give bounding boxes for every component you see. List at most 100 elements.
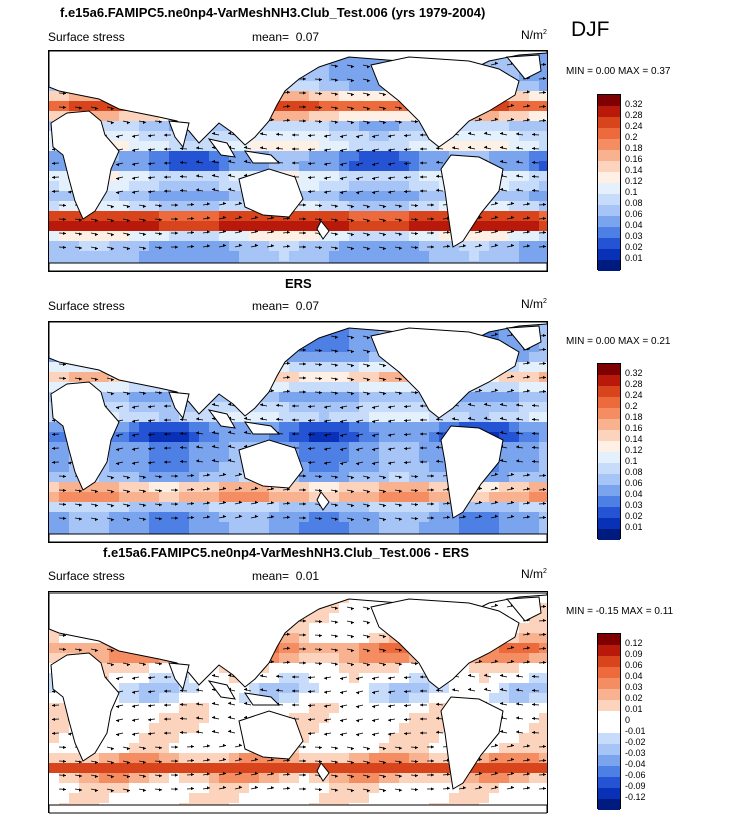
field-cell: [439, 462, 450, 473]
stress-vector-head: [335, 335, 338, 339]
stress-vector-head: [116, 135, 119, 139]
field-cell: [109, 402, 120, 413]
stress-vector-head: [383, 476, 386, 480]
field-cell: [359, 211, 370, 222]
stress-vector-head: [383, 121, 386, 125]
field-cell: [69, 482, 80, 493]
field-cell: [499, 201, 510, 212]
field-cell: [89, 753, 100, 764]
field-cell: [409, 693, 420, 704]
field-cell: [239, 171, 250, 182]
field-cell: [499, 61, 510, 72]
field-cell: [399, 452, 410, 463]
field-cell: [339, 111, 350, 122]
field-cell: [409, 703, 420, 714]
stress-vector-head: [196, 431, 199, 435]
stress-vector-head: [148, 176, 151, 180]
field-cell: [489, 382, 500, 393]
field-cell: [269, 773, 280, 784]
field-cell: [309, 141, 320, 152]
stress-vector-head: [463, 515, 466, 519]
field-cell: [439, 773, 450, 784]
field-cell: [359, 131, 370, 142]
stress-vector-head: [388, 148, 391, 152]
field-cell: [509, 171, 520, 182]
field-cell: [349, 71, 360, 82]
field-cell: [219, 251, 230, 262]
field-cell: [319, 191, 330, 202]
field-cell: [359, 362, 370, 373]
field-cell: [529, 633, 540, 644]
field-cell: [189, 512, 200, 523]
field-cell: [409, 713, 420, 724]
field-cell: [499, 332, 510, 343]
field-cell: [359, 482, 370, 493]
field-cell: [159, 472, 170, 483]
field-cell: [149, 713, 160, 724]
field-cell: [319, 161, 330, 172]
field-cell: [359, 111, 370, 122]
field-cell: [179, 452, 190, 463]
field-cell: [489, 472, 500, 483]
field-cell: [519, 723, 530, 734]
field-cell: [269, 502, 280, 513]
field-cell: [429, 432, 440, 443]
field-cell: [539, 462, 547, 473]
field-cell: [499, 452, 510, 463]
field-cell: [319, 61, 330, 72]
stress-vector-head: [532, 403, 535, 408]
field-cell: [329, 402, 340, 413]
stress-vector-head: [527, 118, 530, 122]
field-cell: [159, 251, 170, 262]
field-cell: [509, 131, 520, 142]
field-cell: [289, 683, 300, 694]
field-cell: [289, 663, 300, 674]
field-cell: [109, 452, 120, 463]
field-cell: [129, 442, 140, 453]
field-cell: [239, 251, 250, 262]
field-cell: [79, 783, 90, 794]
field-cell: [159, 773, 170, 784]
stress-vector-head: [180, 174, 183, 179]
colorbar-tick-label: 0.03: [625, 500, 643, 510]
panel-2-units: N/m2: [521, 297, 547, 311]
field-cell: [99, 382, 110, 393]
field-cell: [439, 231, 450, 242]
stress-vector-head: [532, 188, 535, 193]
stress-vector-head: [468, 131, 471, 135]
field-cell: [119, 251, 130, 262]
colorbar-tick-label: 0.02: [625, 242, 643, 252]
field-cell: [539, 603, 547, 614]
stress-vector-head: [191, 473, 194, 478]
field-cell: [489, 773, 500, 784]
field-cell: [529, 673, 540, 684]
field-cell: [349, 613, 360, 624]
continent-outline: [370, 56, 520, 148]
field-cell: [189, 412, 200, 423]
field-cell: [499, 683, 510, 694]
field-cell: [499, 663, 510, 674]
field-cell: [79, 512, 90, 523]
field-cell: [89, 482, 100, 493]
field-cell: [209, 221, 220, 232]
stress-vector-head: [287, 515, 290, 519]
field-cell: [329, 241, 340, 252]
field-cell: [429, 241, 440, 252]
field-cell: [59, 211, 70, 222]
field-cell: [529, 502, 540, 513]
field-cell: [239, 713, 250, 724]
field-cell: [509, 121, 520, 132]
field-cell: [129, 502, 140, 513]
field-cell: [379, 723, 390, 734]
field-cell: [229, 673, 240, 684]
colorbar-tick-label: 0.01: [625, 522, 643, 532]
stress-vector-head: [52, 460, 55, 465]
field-cell: [179, 693, 190, 704]
field-cell: [539, 633, 547, 644]
stress-vector-head: [148, 134, 151, 138]
field-cell: [539, 492, 547, 503]
stress-vector-head: [479, 514, 482, 518]
field-cell: [109, 392, 120, 403]
field-cell: [319, 482, 330, 493]
field-cell: [339, 372, 350, 383]
